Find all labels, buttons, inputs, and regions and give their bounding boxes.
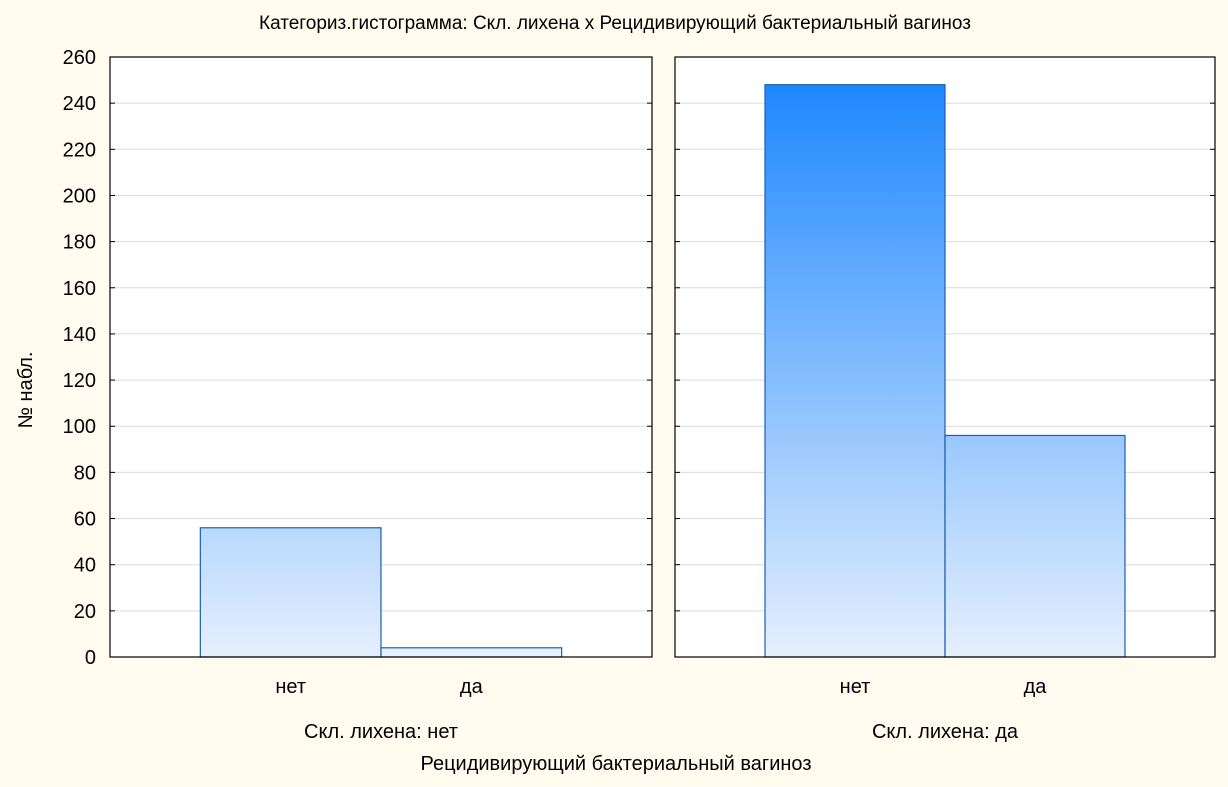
panel-2: нет да Скл. лихена: да bbox=[674, 56, 1216, 743]
y-tick-label: 120 bbox=[63, 370, 96, 392]
x-tick-label: нет bbox=[840, 676, 871, 698]
plot-frame bbox=[674, 56, 1216, 658]
y-tick-label: 240 bbox=[63, 93, 96, 115]
y-tick-label: 60 bbox=[74, 509, 96, 531]
panel-label: Скл. лихена: нет bbox=[304, 721, 458, 743]
y-tick-label: 200 bbox=[63, 185, 96, 207]
plot-frame bbox=[109, 56, 653, 658]
x-tick-label: нет bbox=[275, 676, 306, 698]
y-tick-label: 260 bbox=[63, 47, 96, 69]
y-tick-label: 40 bbox=[74, 555, 96, 577]
bar-да bbox=[380, 647, 563, 658]
y-tick-label: 100 bbox=[63, 416, 96, 438]
bar-нет bbox=[764, 84, 946, 658]
panel-1: нет да Скл. лихена: нет bbox=[109, 56, 653, 743]
y-tick-label: 80 bbox=[74, 462, 96, 484]
y-tick-label: 20 bbox=[74, 601, 96, 623]
panel-label: Скл. лихена: да bbox=[872, 721, 1019, 743]
chart-title: Категориз.гистограмма: Скл. лихена x Рец… bbox=[259, 13, 971, 34]
y-axis: 0 20 40 60 80 100 120 140 160 180 200 220 240 260 bbox=[63, 47, 96, 669]
y-tick-label: 180 bbox=[63, 232, 96, 254]
x-tick-label: да bbox=[460, 676, 484, 698]
x-tick-label: да bbox=[1024, 676, 1048, 698]
y-tick-label: 140 bbox=[63, 324, 96, 346]
x-axis-label: Рецидивирующий бактериальный вагиноз bbox=[420, 753, 811, 775]
y-tick-label: 0 bbox=[85, 647, 96, 669]
bar-да bbox=[944, 434, 1126, 658]
y-tick-label: 220 bbox=[63, 139, 96, 161]
y-axis-label: № набл. bbox=[15, 352, 37, 429]
bar-нет bbox=[199, 527, 382, 658]
y-tick-label: 160 bbox=[63, 278, 96, 300]
